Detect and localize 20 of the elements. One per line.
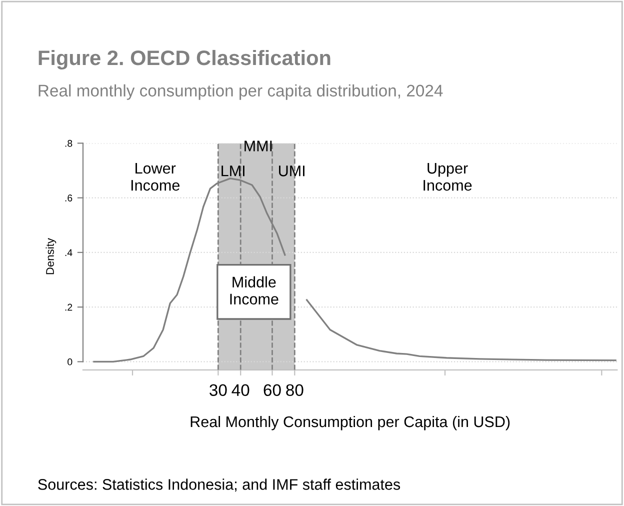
annotation: Lower Income: [131, 163, 180, 191]
y-tick-label: .2: [65, 304, 72, 311]
source-note: Sources: Statistics Indonesia; and IMF staff estimates: [38, 478, 400, 492]
chart-subtitle: Real monthly consumption per capita distribution, 2024: [38, 84, 443, 100]
annotation: Upper Income: [424, 163, 472, 191]
y-tick-label: .8: [65, 140, 72, 147]
y-tick-label: 0: [68, 358, 72, 366]
chart-title: Figure 2. OECD Classification: [38, 50, 330, 70]
y-tick-label: .4: [65, 249, 72, 256]
x-tick-label: 80: [286, 384, 304, 396]
annotation: UMI: [279, 166, 304, 176]
annotation: LMI: [222, 166, 244, 176]
x-axis-title: Real Monthly Consumption per Capita (in USD): [190, 416, 510, 430]
x-tick-label: 40: [232, 384, 250, 396]
x-tick-label: 60: [264, 384, 281, 396]
x-tick-label: 30: [210, 384, 227, 396]
annotation: MMI: [244, 140, 272, 152]
y-tick-label: .6: [65, 194, 72, 202]
y-axis-title: Density: [46, 238, 56, 274]
annotation: Middle Income: [230, 276, 278, 305]
